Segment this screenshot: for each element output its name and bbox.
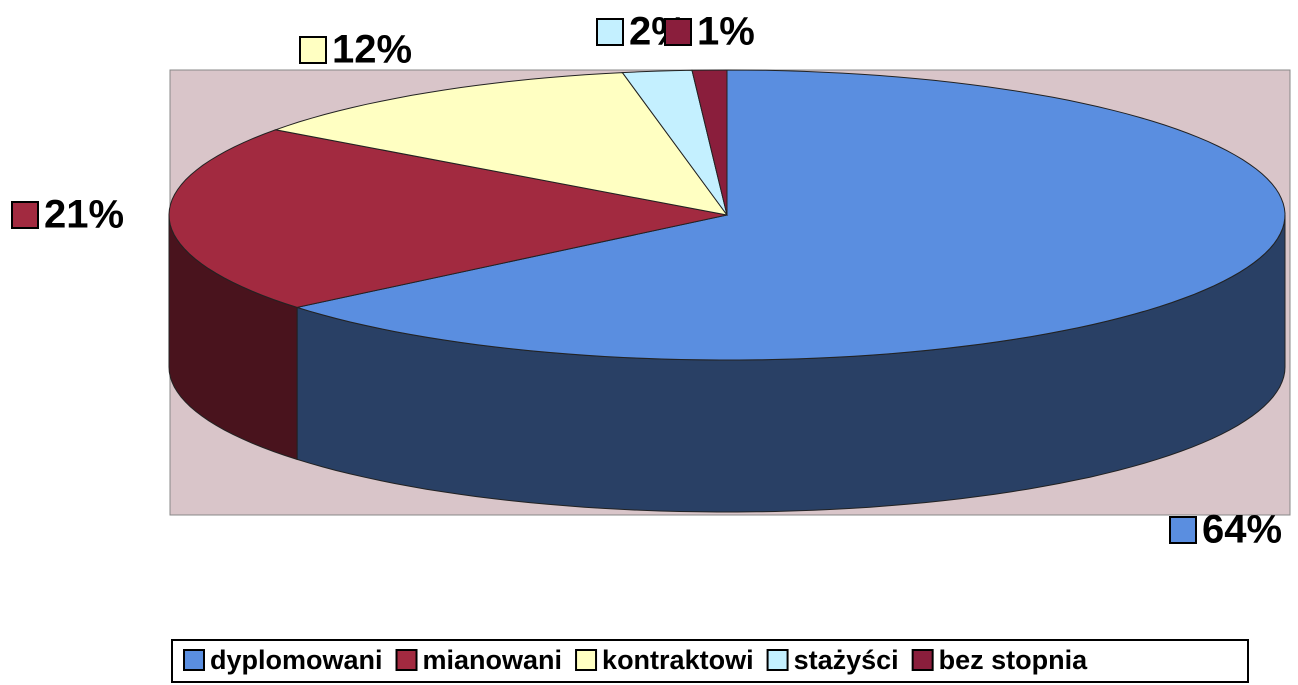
slice	[168, 129, 728, 308]
label-swatch	[596, 18, 624, 46]
label-swatch	[1169, 516, 1197, 544]
slice	[295, 69, 1286, 361]
data-label: 1%	[697, 10, 755, 54]
legend	[171, 639, 1249, 683]
legend-label: bez stopnia	[939, 645, 1088, 675]
label-swatch	[664, 18, 692, 46]
legend-label: stażyści	[794, 645, 899, 675]
data-label: 12%	[332, 28, 412, 72]
legend-label: mianowani	[423, 645, 563, 675]
label-swatch	[11, 201, 39, 229]
legend-swatch	[911, 649, 934, 671]
data-label: 64%	[1202, 508, 1282, 552]
legend-swatch	[395, 649, 418, 671]
slice	[273, 72, 729, 216]
legend-label: kontraktowi	[602, 645, 754, 675]
legend-swatch	[766, 649, 789, 671]
data-label: 21%	[44, 193, 124, 237]
slice	[691, 69, 728, 216]
label-swatch	[299, 36, 327, 64]
legend-swatch	[575, 649, 598, 671]
legend-swatch	[183, 649, 205, 671]
legend-label: dyplomowani	[210, 645, 383, 675]
